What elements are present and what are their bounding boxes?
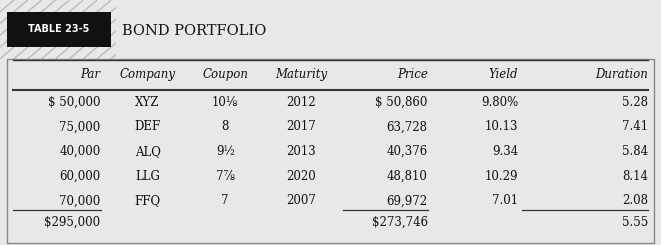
Text: Company: Company xyxy=(120,68,176,81)
Text: LLG: LLG xyxy=(135,170,160,183)
Text: 75,000: 75,000 xyxy=(59,121,100,134)
Text: TABLE 23-5: TABLE 23-5 xyxy=(28,24,89,34)
Text: $295,000: $295,000 xyxy=(44,216,100,229)
Text: 40,376: 40,376 xyxy=(387,145,428,158)
Text: DEF: DEF xyxy=(134,121,161,134)
Text: 63,728: 63,728 xyxy=(387,121,428,134)
Text: 9.80%: 9.80% xyxy=(481,96,518,109)
Text: $ 50,860: $ 50,860 xyxy=(375,96,428,109)
Text: 2012: 2012 xyxy=(286,96,316,109)
Text: 10.13: 10.13 xyxy=(485,121,518,134)
Text: 40,000: 40,000 xyxy=(59,145,100,158)
Text: 8.14: 8.14 xyxy=(622,170,648,183)
Text: 69,972: 69,972 xyxy=(387,194,428,207)
Text: Par: Par xyxy=(81,68,100,81)
Text: 7⅞: 7⅞ xyxy=(215,170,235,183)
Text: 10.29: 10.29 xyxy=(485,170,518,183)
Text: 10⅛: 10⅛ xyxy=(212,96,239,109)
Text: 9.34: 9.34 xyxy=(492,145,518,158)
Text: 2007: 2007 xyxy=(286,194,316,207)
Text: 2.08: 2.08 xyxy=(622,194,648,207)
Text: Coupon: Coupon xyxy=(202,68,249,81)
Text: 8: 8 xyxy=(221,121,229,134)
Text: 7: 7 xyxy=(221,194,229,207)
Text: Yield: Yield xyxy=(489,68,518,81)
Text: 60,000: 60,000 xyxy=(59,170,100,183)
Text: 70,000: 70,000 xyxy=(59,194,100,207)
Text: 48,810: 48,810 xyxy=(387,170,428,183)
FancyBboxPatch shape xyxy=(1,11,117,48)
Text: Maturity: Maturity xyxy=(275,68,327,81)
Text: 2020: 2020 xyxy=(286,170,316,183)
Text: 5.55: 5.55 xyxy=(621,216,648,229)
Text: 7.01: 7.01 xyxy=(492,194,518,207)
Text: 5.84: 5.84 xyxy=(622,145,648,158)
Text: 2013: 2013 xyxy=(286,145,316,158)
Text: BOND PORTFOLIO: BOND PORTFOLIO xyxy=(122,24,266,37)
Text: 7.41: 7.41 xyxy=(622,121,648,134)
Text: Price: Price xyxy=(397,68,428,81)
Text: FFQ: FFQ xyxy=(134,194,161,207)
Text: 9½: 9½ xyxy=(215,145,235,158)
Text: ALQ: ALQ xyxy=(135,145,161,158)
Text: 5.28: 5.28 xyxy=(622,96,648,109)
Text: $ 50,000: $ 50,000 xyxy=(48,96,100,109)
Text: 2017: 2017 xyxy=(286,121,316,134)
Text: Duration: Duration xyxy=(595,68,648,81)
Text: $273,746: $273,746 xyxy=(371,216,428,229)
Text: XYZ: XYZ xyxy=(136,96,160,109)
